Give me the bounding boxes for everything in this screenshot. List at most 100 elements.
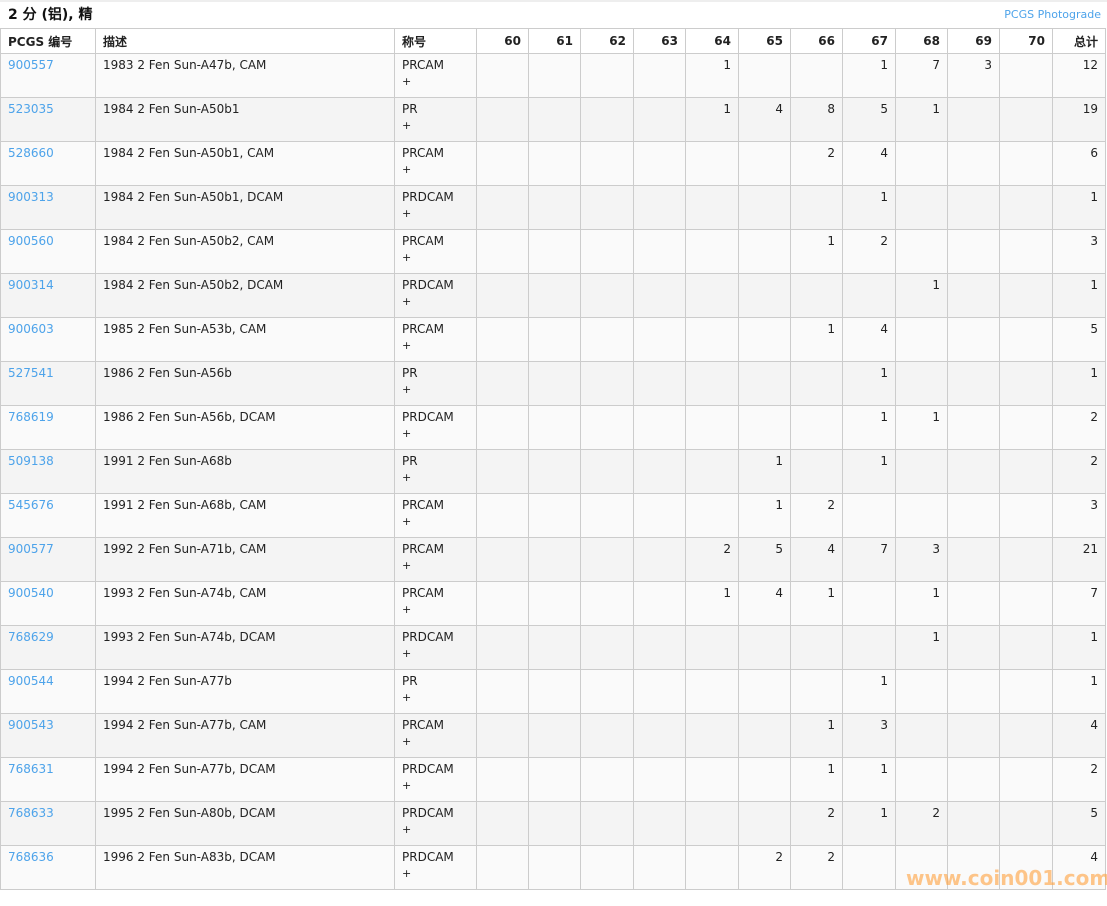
column-header: 63 [633, 28, 686, 54]
grade-count-cell [685, 361, 739, 406]
designation: PR [402, 102, 418, 116]
total-cell: 2 [1052, 449, 1106, 494]
column-header: 62 [580, 28, 634, 54]
grade-count-cell [528, 317, 581, 362]
pcgs-code-link[interactable]: 768636 [8, 850, 54, 864]
pcgs-code-link[interactable]: 768629 [8, 630, 54, 644]
grade-count-cell [895, 141, 948, 186]
grade-count-cell [895, 229, 948, 274]
pcgs-code-link[interactable]: 528660 [8, 146, 54, 160]
designation-cell: PRCAM + [394, 581, 477, 626]
pcgs-code-link[interactable]: 900603 [8, 322, 54, 336]
designation-cell: PRCAM + [394, 713, 477, 758]
grade-count-cell: 2 [685, 537, 739, 582]
pcgs-code-cell: 900603 [0, 317, 96, 362]
plus-marker: + [402, 691, 412, 704]
grade-count-cell [580, 273, 634, 318]
pcgs-code-link[interactable]: 527541 [8, 366, 54, 380]
pcgs-code-link[interactable]: 900543 [8, 718, 54, 732]
grade-count-cell: 1 [895, 273, 948, 318]
grade-count-cell: 1 [790, 317, 843, 362]
pcgs-code-link[interactable]: 900577 [8, 542, 54, 556]
pcgs-code-link[interactable]: 900540 [8, 586, 54, 600]
total-cell: 1 [1052, 625, 1106, 670]
description-cell: 1986 2 Fen Sun-A56b, DCAM [95, 405, 395, 450]
pcgs-code-link[interactable]: 768619 [8, 410, 54, 424]
pcgs-code-link[interactable]: 768633 [8, 806, 54, 820]
pcgs-code-link[interactable]: 523035 [8, 102, 54, 116]
designation-cell: PRCAM + [394, 53, 477, 98]
grade-count-cell [580, 229, 634, 274]
grade-count-cell [947, 361, 1000, 406]
grade-count-cell [580, 53, 634, 98]
grade-count-cell [947, 449, 1000, 494]
grade-count-cell [947, 97, 1000, 142]
grade-count-cell [738, 185, 791, 230]
grade-count-cell [580, 97, 634, 142]
pcgs-code-cell: 527541 [0, 361, 96, 406]
grade-count-cell [476, 713, 529, 758]
column-header: 描述 [95, 28, 395, 54]
pcgs-code-link[interactable]: 545676 [8, 498, 54, 512]
pcgs-code-link[interactable]: 900314 [8, 278, 54, 292]
grade-count-cell [738, 229, 791, 274]
plus-marker: + [402, 427, 412, 440]
grade-count-cell [738, 141, 791, 186]
grade-count-cell [580, 757, 634, 802]
pcgs-photograde-link[interactable]: PCGS Photograde [1004, 8, 1101, 21]
grade-count-cell [999, 757, 1053, 802]
grade-count-cell [633, 713, 686, 758]
grade-count-cell [685, 625, 739, 670]
grade-count-cell [999, 581, 1053, 626]
grade-count-cell [476, 361, 529, 406]
pcgs-code-link[interactable]: 900560 [8, 234, 54, 248]
pcgs-code-cell: 900540 [0, 581, 96, 626]
plus-marker: + [402, 647, 412, 660]
pcgs-code-link[interactable]: 768631 [8, 762, 54, 776]
grade-count-cell [895, 449, 948, 494]
plus-marker: + [402, 515, 412, 528]
table-row: 900543 1994 2 Fen Sun-A77b, CAM PRCAM +1 3 4 [0, 713, 1106, 758]
grade-count-cell [633, 449, 686, 494]
grade-count-cell: 2 [790, 493, 843, 538]
total-cell: 12 [1052, 53, 1106, 98]
column-header: 总计 [1052, 28, 1106, 54]
grade-count-cell [476, 581, 529, 626]
grade-count-cell: 2 [790, 141, 843, 186]
description-cell: 1992 2 Fen Sun-A71b, CAM [95, 537, 395, 582]
designation: PRDCAM [402, 190, 454, 204]
pcgs-code-link[interactable]: 509138 [8, 454, 54, 468]
description-cell: 1993 2 Fen Sun-A74b, CAM [95, 581, 395, 626]
grade-count-cell [895, 361, 948, 406]
grade-count-cell: 1 [738, 449, 791, 494]
grade-count-cell [738, 53, 791, 98]
grade-count-cell [999, 493, 1053, 538]
total-cell: 4 [1052, 845, 1106, 890]
column-header: 66 [790, 28, 843, 54]
grade-count-cell [633, 317, 686, 362]
pcgs-code-link[interactable]: 900544 [8, 674, 54, 688]
grade-count-cell [790, 405, 843, 450]
designation: PRDCAM [402, 410, 454, 424]
grade-count-cell [528, 185, 581, 230]
total-cell: 6 [1052, 141, 1106, 186]
grade-count-cell [528, 53, 581, 98]
grade-count-cell: 1 [895, 97, 948, 142]
grade-count-cell [633, 669, 686, 714]
designation-cell: PRDCAM + [394, 273, 477, 318]
grade-count-cell [947, 845, 1000, 890]
plus-marker: + [402, 471, 412, 484]
grade-count-cell [947, 273, 1000, 318]
designation: PRDCAM [402, 850, 454, 864]
pcgs-code-link[interactable]: 900557 [8, 58, 54, 72]
description-cell: 1984 2 Fen Sun-A50b1 [95, 97, 395, 142]
grade-count-cell [999, 449, 1053, 494]
grade-count-cell: 1 [685, 581, 739, 626]
description-cell: 1984 2 Fen Sun-A50b2, DCAM [95, 273, 395, 318]
grade-count-cell [528, 273, 581, 318]
pcgs-code-cell: 768629 [0, 625, 96, 670]
pcgs-code-link[interactable]: 900313 [8, 190, 54, 204]
grade-count-cell [947, 581, 1000, 626]
description-cell: 1986 2 Fen Sun-A56b [95, 361, 395, 406]
column-header: 称号 [394, 28, 477, 54]
